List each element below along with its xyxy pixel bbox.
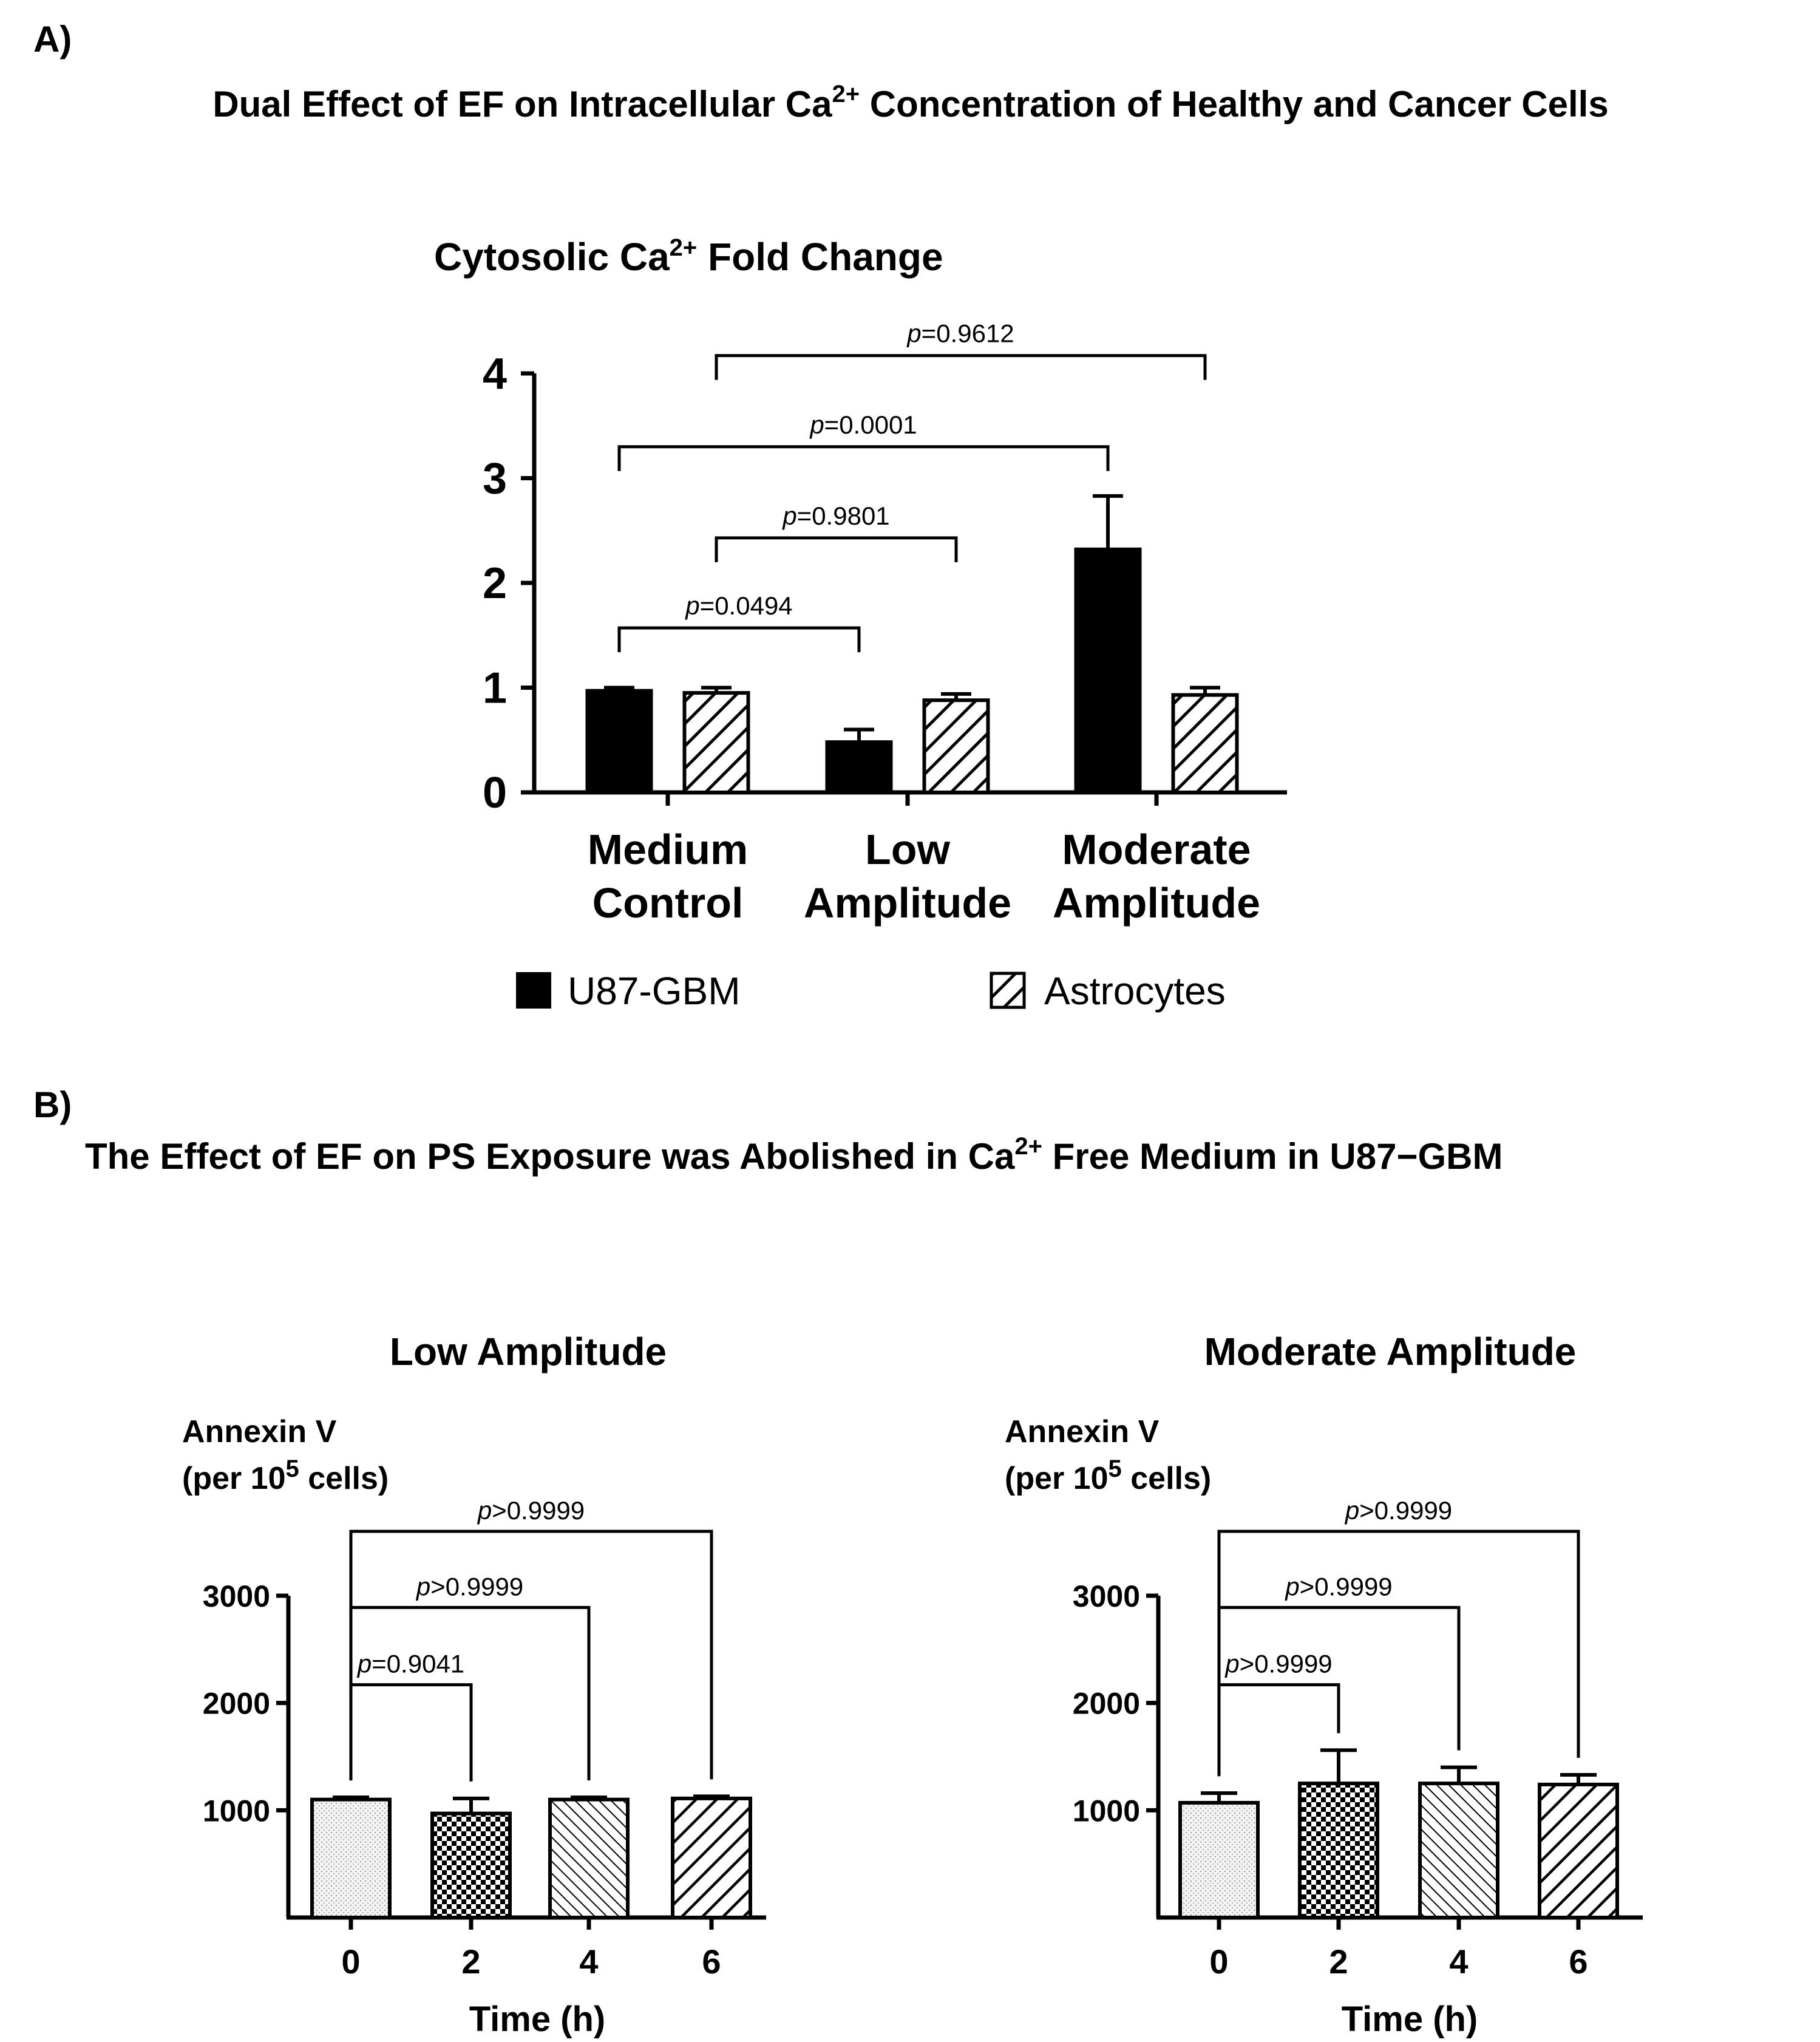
chart-low-amplitude: Low Amplitude Annexin V (per 105 cells) … (182, 1330, 766, 2039)
panel-b-label: B) (33, 1084, 72, 1125)
bar-time-6 (1538, 1782, 1619, 1920)
y-tick-label: 3000 (203, 1579, 270, 1613)
significance-bracket (349, 1683, 473, 1782)
p-value-label: p>0.9999 (1224, 1650, 1332, 1678)
bar-time-2 (1298, 1782, 1379, 1920)
chart-moderate-amplitude: Moderate Amplitude Annexin V (per 105 ce… (1005, 1330, 1643, 2039)
chart-b1-plot: 1000 2000 3000 0 2 4 6 p=0.9041 p>0.9999 p>0.9999 (203, 1496, 766, 1981)
bar-time-4 (548, 1797, 630, 1920)
chart-b2-title: Moderate Amplitude (1204, 1330, 1577, 1373)
panel-a-heading: Dual Effect of EF on Intracellular Ca2+ … (212, 81, 1608, 124)
p-value-label: p>0.9999 (1344, 1496, 1452, 1525)
significance-bracket (1217, 1683, 1340, 1777)
panel-a-label: A) (33, 19, 72, 60)
chart-cytosolic-ca: Cytosolic Ca2+ Fold Change 0 1 2 3 4 Medium Co… (434, 234, 1287, 1013)
x-tick-label: 6 (702, 1942, 721, 1981)
legend-label-u87-gbm: U87-GBM (568, 969, 741, 1013)
p-value-label: p=0.0001 (809, 410, 917, 439)
chart-b2-ylabel-line1: Annexin V (1005, 1414, 1160, 1449)
bar-u87-gbm-0 (585, 689, 653, 795)
p-value-label: p=0.9041 (356, 1650, 464, 1678)
significance-bracket (715, 354, 1207, 380)
significance-bracket (1217, 1530, 1580, 1777)
x-tick-label: 6 (1569, 1942, 1587, 1981)
bar-time-0 (310, 1797, 392, 1920)
bar-u87-gbm-1 (825, 740, 893, 794)
bar-time-4 (1418, 1782, 1499, 1920)
x-tick-label: Medium Control (588, 826, 748, 927)
p-value-label: p>0.9999 (477, 1496, 585, 1525)
y-tick-label: 1 (483, 664, 507, 713)
significance-bracket (715, 536, 958, 562)
y-tick-label: 3 (483, 455, 507, 503)
x-tick-label: 2 (461, 1942, 480, 1981)
y-tick-label: 2 (483, 559, 507, 608)
bar-time-6 (671, 1796, 752, 1919)
x-tick-label: Low Amplitude (804, 826, 1011, 927)
chart-b1-ylabel-line2: (per 105 cells) (182, 1455, 389, 1496)
chart-a-legend: U87-GBM Astrocytes (516, 969, 1226, 1013)
x-tick-label: 2 (1329, 1942, 1348, 1981)
x-tick-label: Moderate Amplitude (1053, 826, 1260, 927)
chart-b1-ylabel-line1: Annexin V (182, 1414, 337, 1449)
p-value-label: p=0.9801 (781, 502, 889, 530)
chart-b1-xlabel: Time (h) (469, 1999, 606, 2039)
legend-swatch-u87-gbm (516, 972, 551, 1009)
legend-label-astrocytes: Astrocytes (1044, 969, 1226, 1013)
significance-bracket (617, 445, 1110, 471)
p-value-label: p>0.9999 (415, 1572, 523, 1601)
bar-astrocytes-2 (1171, 693, 1239, 794)
significance-bracket (349, 1530, 713, 1781)
bar-time-0 (1178, 1800, 1260, 1919)
significance-bracket (617, 626, 861, 653)
y-tick-label: 0 (483, 769, 507, 817)
y-tick-label: 1000 (1073, 1794, 1140, 1828)
p-value-label: p=0.0494 (684, 591, 792, 620)
x-tick-label: 4 (579, 1942, 598, 1981)
chart-b1-title: Low Amplitude (390, 1330, 667, 1373)
x-tick-label: 0 (1209, 1942, 1228, 1981)
bar-u87-gbm-2 (1074, 547, 1142, 794)
chart-a-plot: 0 1 2 3 4 Medium Control Low Amplitude Moderate Am… (483, 319, 1287, 927)
bar-astrocytes-1 (922, 698, 990, 794)
chart-b2-plot: 1000 2000 3000 0 2 4 6 p>0.9999 p>0.9999 p>0.9999 (1073, 1496, 1643, 1981)
p-value-label: p=0.9612 (906, 319, 1014, 348)
y-tick-label: 2000 (203, 1687, 270, 1721)
bar-time-2 (430, 1811, 512, 1919)
y-tick-label: 1000 (203, 1794, 270, 1828)
y-tick-label: 3000 (1073, 1579, 1140, 1613)
y-tick-label: 4 (483, 350, 507, 398)
bar-astrocytes-0 (682, 691, 750, 794)
panel-b-heading: The Effect of EF on PS Exposure was Abol… (85, 1133, 1503, 1177)
chart-b2-xlabel: Time (h) (1342, 1999, 1478, 2039)
y-tick-label: 2000 (1073, 1687, 1140, 1721)
chart-b2-ylabel-line2: (per 105 cells) (1005, 1455, 1211, 1496)
x-tick-label: 4 (1449, 1942, 1468, 1981)
x-tick-label: 0 (341, 1942, 360, 1981)
p-value-label: p>0.9999 (1284, 1572, 1392, 1601)
legend-swatch-astrocytes (990, 972, 1026, 1009)
chart-a-title: Cytosolic Ca2+ Fold Change (434, 234, 943, 279)
